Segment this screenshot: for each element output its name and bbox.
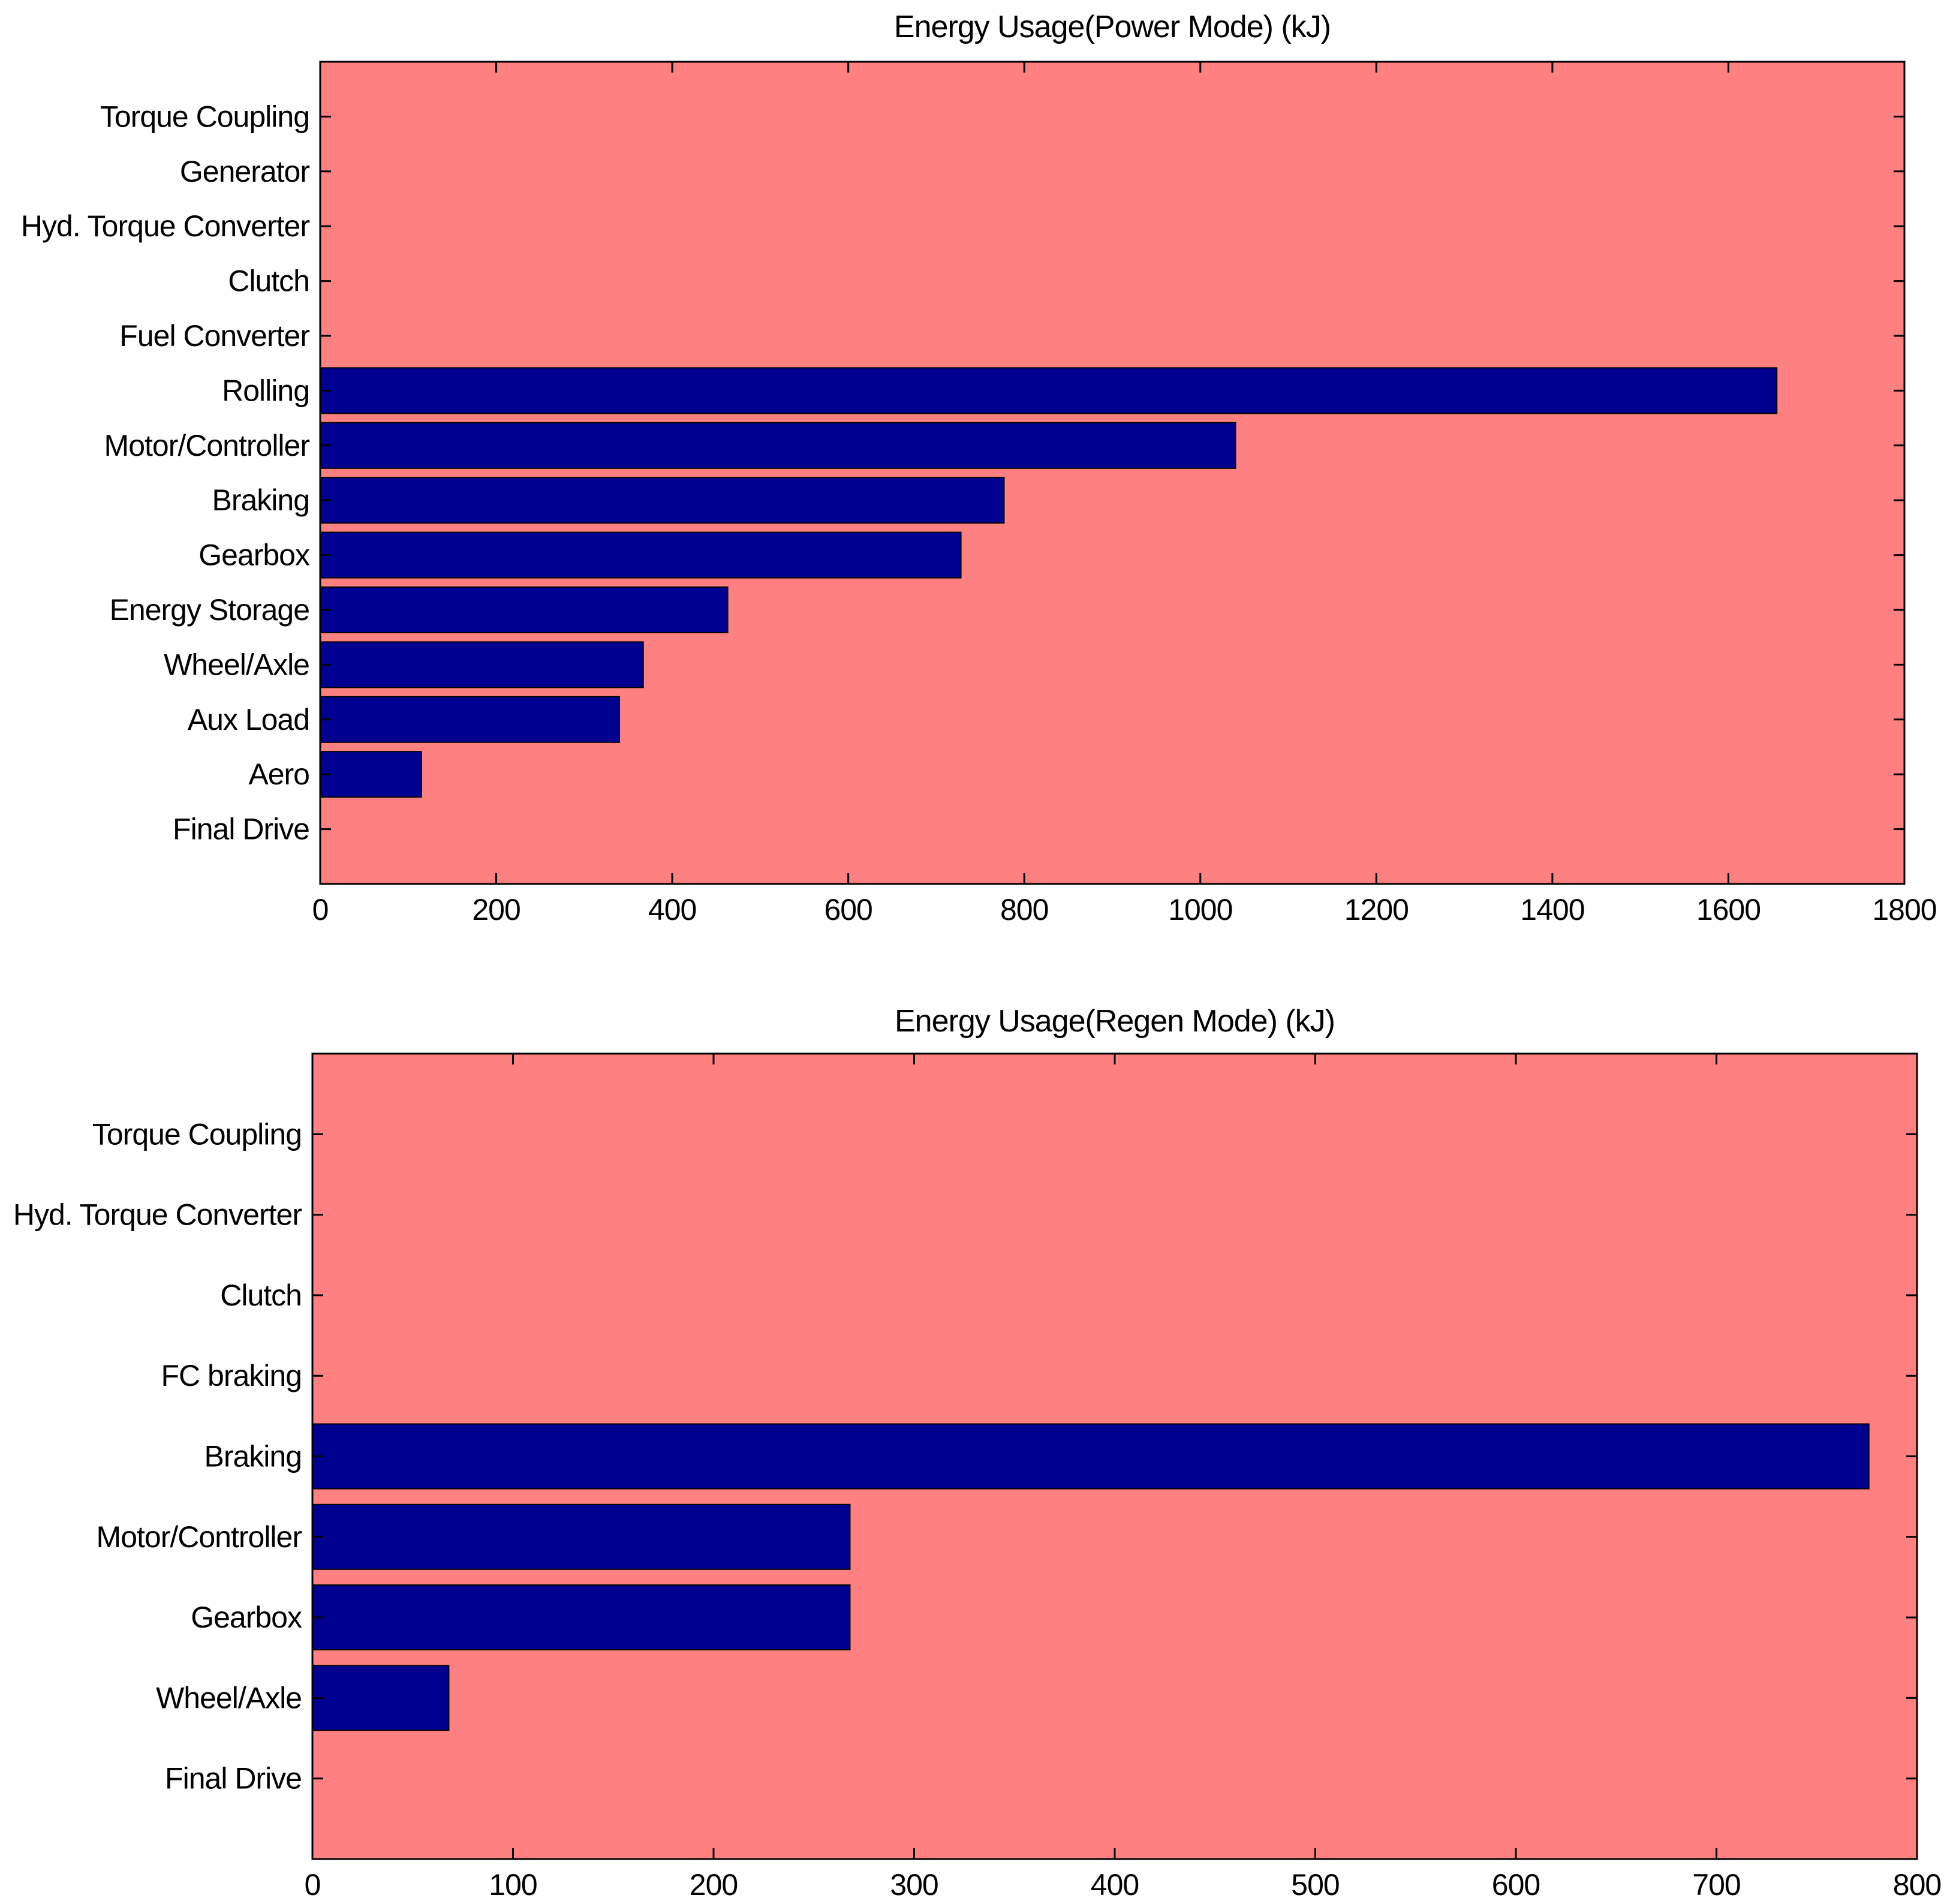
regen-mode-value-tick-label: 200 (690, 1868, 738, 1902)
regen-mode-value-tick-label: 600 (1492, 1868, 1540, 1902)
power-mode-category-label: Braking (212, 483, 309, 517)
regen-mode-bar-motor-controller (312, 1503, 851, 1570)
power-mode-bars (320, 367, 1778, 798)
power-mode-category-label: Hyd. Torque Converter (21, 209, 309, 243)
power-mode-category-label: Wheel/Axle (164, 648, 309, 681)
power-mode-category-label: Clutch (228, 264, 309, 298)
regen-mode-bar-wheel-axle (312, 1665, 450, 1731)
regen-mode-category-label: Gearbox (191, 1601, 302, 1634)
regen-mode-value-tick-label: 500 (1291, 1868, 1339, 1902)
power-mode-value-tick-label: 800 (1000, 893, 1048, 927)
power-mode-value-tick-label: 1000 (1168, 893, 1232, 927)
regen-mode-value-tick-label: 0 (305, 1868, 321, 1902)
regen-mode-chart: Energy Usage(Regen Mode) (kJ) Torque Cou… (13, 1004, 1942, 1902)
power-mode-value-tick-label: 1800 (1872, 893, 1936, 927)
regen-mode-value-tick-label: 100 (489, 1868, 537, 1902)
power-mode-category-label: Motor/Controller (104, 429, 310, 462)
regen-mode-value-tick-label: 700 (1692, 1868, 1740, 1902)
regen-mode-value-axis: 0 100 200 300 400 500 600 700 800 (305, 1054, 1942, 1902)
regen-mode-category-label: Wheel/Axle (156, 1681, 302, 1714)
power-mode-value-tick-label: 400 (648, 893, 696, 927)
power-mode-value-tick-label: 600 (824, 893, 872, 927)
power-mode-bar-aux-load (320, 696, 621, 743)
power-mode-bar-energy-storage (320, 586, 729, 633)
regen-mode-title: Energy Usage(Regen Mode) (kJ) (895, 1004, 1335, 1039)
regen-mode-category-label: Clutch (220, 1279, 302, 1312)
power-mode-value-tick-label: 200 (472, 893, 520, 927)
power-mode-value-tick-label: 1200 (1344, 893, 1409, 927)
power-mode-bar-braking (320, 477, 1005, 524)
power-mode-chart: Energy Usage(Power Mode) (kJ) Torque Cou… (21, 10, 1937, 927)
power-mode-category-label: Energy Storage (110, 593, 309, 627)
power-mode-category-label: Generator (180, 155, 309, 188)
power-mode-category-label: Fuel Converter (119, 319, 309, 353)
regen-mode-category-label: Hyd. Torque Converter (13, 1198, 302, 1232)
power-mode-value-tick-label: 0 (312, 893, 329, 927)
power-mode-bar-aero (320, 751, 422, 798)
regen-mode-value-tick-label: 300 (890, 1868, 938, 1902)
regen-mode-category-label: Motor/Controller (97, 1520, 302, 1554)
power-mode-bar-wheel-axle (320, 641, 644, 688)
regen-mode-category-label: Torque Coupling (92, 1117, 302, 1151)
power-mode-category-label: Aux Load (188, 703, 309, 736)
power-mode-title: Energy Usage(Power Mode) (kJ) (894, 10, 1331, 44)
power-mode-bar-gearbox (320, 531, 962, 579)
regen-mode-category-label: FC braking (161, 1359, 302, 1392)
regen-mode-bar-braking (312, 1423, 1870, 1490)
power-mode-category-label: Gearbox (198, 539, 310, 572)
power-mode-bar-motor-controller (320, 422, 1236, 469)
power-mode-category-axis: Torque Coupling Generator Hyd. Torque Conv… (21, 100, 1904, 846)
regen-mode-value-tick-label: 400 (1091, 1868, 1139, 1902)
power-mode-plot-area (319, 61, 1906, 885)
regen-mode-value-tick-label: 800 (1893, 1868, 1941, 1902)
power-mode-value-tick-label: 1600 (1696, 893, 1761, 927)
power-mode-category-label: Torque Coupling (100, 100, 309, 133)
regen-mode-bars (312, 1423, 1870, 1731)
power-mode-category-label: Aero (248, 757, 309, 791)
regen-mode-category-label: Braking (204, 1440, 302, 1473)
power-mode-bar-rolling (320, 367, 1778, 414)
power-mode-value-tick-label: 1400 (1520, 893, 1584, 927)
regen-mode-category-label: Final Drive (165, 1762, 302, 1795)
regen-mode-bar-gearbox (312, 1584, 851, 1651)
power-mode-category-label: Final Drive (173, 813, 309, 846)
power-mode-value-axis: 0 200 400 600 800 1000 1200 1400 1600 1800 (312, 62, 1937, 927)
power-mode-category-label: Rolling (222, 374, 309, 407)
regen-mode-category-axis: Torque Coupling Hyd. Torque Converter Clut… (13, 1117, 1917, 1795)
